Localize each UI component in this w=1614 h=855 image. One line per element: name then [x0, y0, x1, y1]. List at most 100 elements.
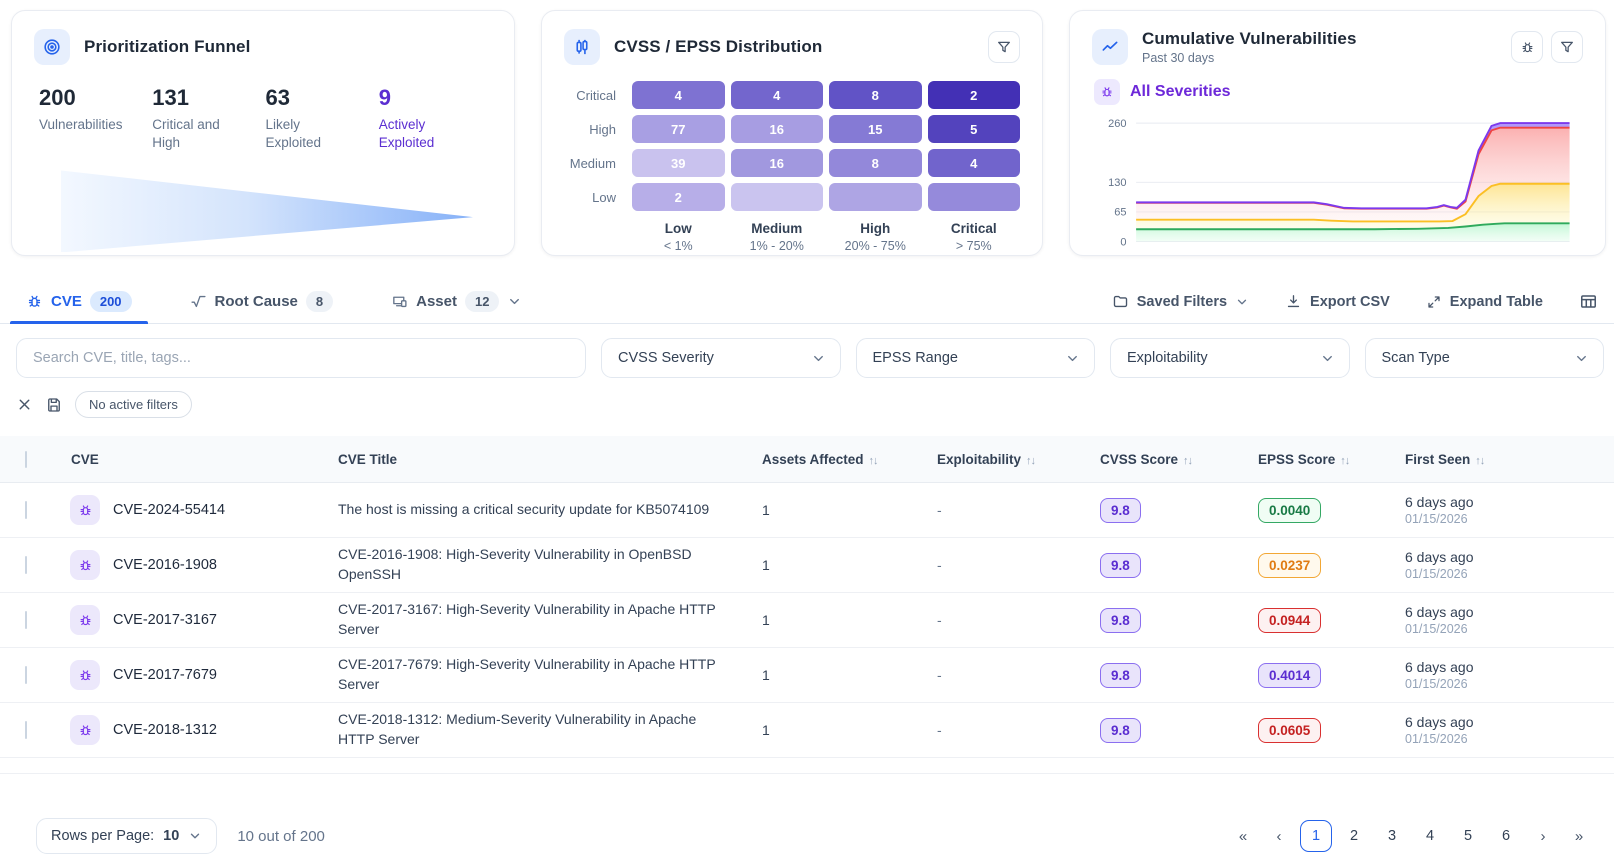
rows-per-page-select[interactable]: Rows per Page: 10 [36, 818, 218, 854]
sort-exploitability[interactable]: Exploitability ↑↓ [937, 451, 1036, 467]
matrix-cell[interactable]: 4 [730, 81, 823, 109]
sort-first-seen[interactable]: First Seen ↑↓ [1405, 451, 1485, 467]
cve-id-link[interactable]: CVE-2018-1312 [113, 722, 217, 738]
cvss-severity-select[interactable]: CVSS Severity [601, 338, 841, 378]
table-row[interactable]: CVE-2017-3167 CVE-2017-3167: High-Severit… [0, 593, 1614, 648]
matrix-cell[interactable]: 15 [829, 115, 922, 143]
devices-icon [391, 293, 408, 310]
cve-table: CVE CVE Title Assets Affected ↑↓ Exploita… [0, 436, 1614, 774]
exploitability-value: - [937, 612, 942, 628]
assets-affected-value: 1 [762, 612, 770, 628]
matrix-cell[interactable]: 77 [632, 115, 725, 143]
bug-filter-button[interactable] [1511, 31, 1543, 63]
page-button-4[interactable]: 4 [1425, 828, 1435, 844]
matrix-cell[interactable]: 2 [632, 183, 725, 211]
table-row[interactable]: CVE-2017-7679 CVE-2017-7679: High-Severit… [0, 648, 1614, 703]
chevron-down-icon [188, 829, 202, 843]
sort-icon: ↑↓ [868, 454, 879, 467]
matrix-col-label: Low < 1% [663, 221, 693, 253]
matrix-cell[interactable]: 16 [730, 115, 823, 143]
first-seen-cell: 6 days ago 01/15/2026 [1405, 604, 1474, 636]
tab-asset-label: Asset [416, 293, 457, 310]
matrix-row-label: Critical [576, 87, 616, 103]
matrix-row-label: Low [592, 189, 616, 205]
row-checkbox[interactable] [25, 501, 27, 519]
cve-title: CVE-2017-3167: High-Severity Vulnerabili… [338, 601, 716, 637]
sort-icon: ↑↓ [1026, 454, 1036, 467]
table-tail [0, 758, 1614, 774]
cumulative-card-subtitle: Past 30 days [1142, 51, 1215, 65]
page-button-2[interactable]: 2 [1349, 828, 1359, 844]
table-header-row: CVE CVE Title Assets Affected ↑↓ Exploita… [0, 436, 1614, 483]
cumulative-filter-button[interactable] [1551, 31, 1583, 63]
page-button-6[interactable]: 6 [1501, 828, 1511, 844]
search-input[interactable] [16, 338, 586, 378]
saved-filters-button[interactable]: Saved Filters [1112, 293, 1249, 310]
matrix-cell[interactable]: 4 [927, 149, 1020, 177]
page-button-1[interactable]: 1 [1300, 820, 1332, 852]
table-row[interactable]: CVE-2018-1312 CVE-2018-1312: Medium-Sever… [0, 703, 1614, 758]
epss-score-badge: 0.0944 [1258, 607, 1322, 633]
table-columns-icon [1579, 292, 1598, 311]
cvss-score-badge: 9.8 [1100, 497, 1141, 523]
clear-filters-icon[interactable] [16, 396, 33, 413]
scan-type-select[interactable]: Scan Type [1364, 338, 1604, 378]
epss-score-badge: 0.0237 [1258, 552, 1322, 578]
epss-range-select[interactable]: EPSS Range [855, 338, 1095, 378]
save-filter-icon[interactable] [45, 396, 63, 414]
table-row[interactable]: CVE-2016-1908 CVE-2016-1908: High-Severit… [0, 538, 1614, 593]
export-csv-button[interactable]: Export CSV [1285, 293, 1390, 310]
cve-id-link[interactable]: CVE-2024-55414 [113, 502, 226, 518]
last-page-button[interactable]: » [1574, 827, 1584, 845]
row-checkbox[interactable] [25, 666, 27, 684]
expand-table-button[interactable]: Expand Table [1426, 294, 1543, 310]
page-button-3[interactable]: 3 [1387, 828, 1397, 844]
assets-affected-value: 1 [762, 557, 770, 573]
matrix-cell[interactable] [730, 183, 823, 211]
table-row[interactable]: CVE-2024-55414 The host is missing a crit… [0, 483, 1614, 538]
cve-id-link[interactable]: CVE-2017-7679 [113, 667, 217, 683]
severity-legend-label[interactable]: All Severities [1130, 83, 1231, 100]
active-filters-row: No active filters [0, 391, 1614, 418]
matrix-cell[interactable]: 8 [829, 149, 922, 177]
sort-epss-score[interactable]: EPSS Score ↑↓ [1258, 451, 1350, 467]
cve-id-link[interactable]: CVE-2017-3167 [113, 612, 217, 628]
page-button-5[interactable]: 5 [1463, 828, 1473, 844]
matrix-cell[interactable]: 5 [927, 115, 1020, 143]
sort-assets-affected[interactable]: Assets Affected ↑↓ [762, 451, 879, 467]
svg-text:260: 260 [1108, 118, 1126, 130]
sort-icon: ↑↓ [1183, 454, 1193, 467]
select-all-checkbox[interactable] [25, 450, 27, 468]
matrix-cell[interactable]: 16 [730, 149, 823, 177]
first-page-button[interactable]: « [1238, 827, 1248, 845]
matrix-cell[interactable]: 8 [829, 81, 922, 109]
prev-page-button[interactable]: ‹ [1276, 827, 1282, 845]
tab-root-cause[interactable]: Root Cause 8 [174, 280, 350, 323]
matrix-cell[interactable]: 39 [632, 149, 725, 177]
cvss-epss-matrix: Critical 4 4 8 2 High 77 16 15 5 Medium 39 16 8 4 Low 2 L… [564, 81, 1020, 253]
cumulative-vulnerabilities-card: Cumulative Vulnerabilities Past 30 days [1069, 10, 1606, 256]
stat-critical-high: 131 Critical and High [152, 85, 220, 151]
tab-asset-count: 12 [464, 291, 500, 312]
sort-cvss-score[interactable]: CVSS Score ↑↓ [1100, 451, 1193, 467]
matrix-cell[interactable]: 2 [927, 81, 1020, 109]
cve-id-link[interactable]: CVE-2016-1908 [113, 557, 217, 573]
distribution-filter-button[interactable] [988, 31, 1020, 63]
tab-cve[interactable]: CVE 200 [10, 280, 148, 324]
chevron-down-icon [1574, 351, 1589, 366]
next-page-button[interactable]: › [1540, 827, 1546, 845]
column-settings-button[interactable] [1579, 292, 1598, 311]
matrix-cell[interactable] [927, 183, 1020, 211]
cvss-epss-distribution-card: CVSS / EPSS Distribution Critical 4 4 8 2 Hig… [541, 10, 1043, 256]
tab-asset[interactable]: Asset 12 [375, 280, 538, 323]
epss-score-badge: 0.0605 [1258, 717, 1322, 743]
cvss-score-badge: 9.8 [1100, 552, 1141, 578]
tab-root-cause-count: 8 [305, 291, 334, 312]
matrix-cell[interactable]: 4 [632, 81, 725, 109]
matrix-cell[interactable] [829, 183, 922, 211]
row-checkbox[interactable] [25, 721, 27, 739]
exploitability-select[interactable]: Exploitability [1110, 338, 1350, 378]
row-checkbox[interactable] [25, 556, 27, 574]
row-checkbox[interactable] [25, 611, 27, 629]
expand-icon [1426, 294, 1442, 310]
